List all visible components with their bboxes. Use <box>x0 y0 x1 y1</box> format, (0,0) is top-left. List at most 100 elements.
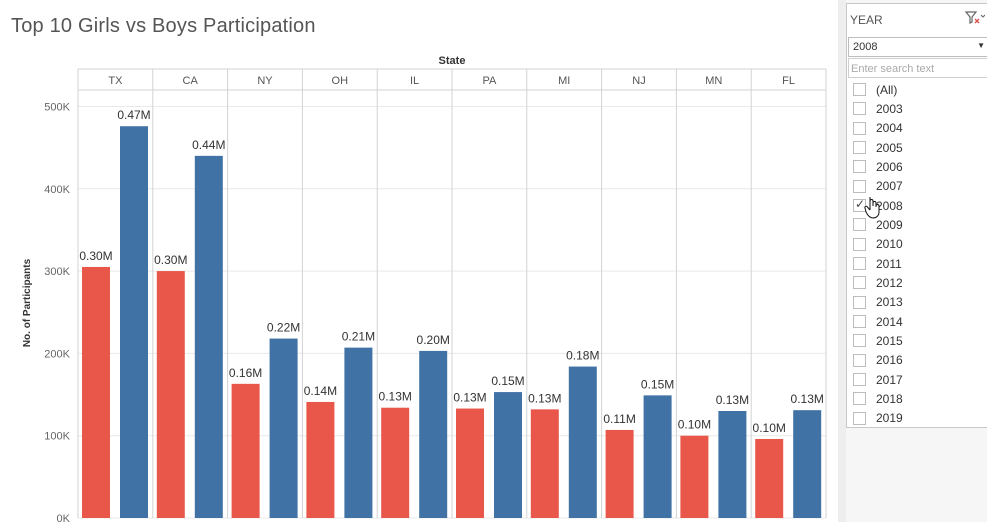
year-option[interactable]: 2018 <box>853 389 987 408</box>
mouse-cursor-icon <box>864 197 880 219</box>
y-tick-label: 500K <box>44 101 70 113</box>
data-label: 0.18M <box>566 349 599 363</box>
year-option[interactable]: 2009 <box>853 215 987 234</box>
year-option[interactable]: 2013 <box>853 293 987 312</box>
bar <box>344 347 373 518</box>
checkbox[interactable] <box>853 83 866 97</box>
year-option-label: 2005 <box>876 140 903 155</box>
checkbox[interactable] <box>853 315 866 329</box>
y-tick-label: 0K <box>57 513 71 522</box>
chevron-down-icon[interactable]: ▼ <box>977 41 985 50</box>
dropdown-value: 2008 <box>853 41 878 53</box>
data-label: 0.13M <box>791 392 824 406</box>
data-label: 0.15M <box>491 374 524 388</box>
year-option[interactable]: 2012 <box>853 273 987 292</box>
checkbox[interactable] <box>853 179 866 193</box>
year-option[interactable]: 2004 <box>853 119 987 138</box>
bar <box>643 395 672 518</box>
year-option-label: 2011 <box>876 256 902 271</box>
bar <box>530 409 559 518</box>
year-option-label: 2007 <box>876 179 903 194</box>
category-label: NJ <box>632 75 645 87</box>
data-label: 0.47M <box>117 108 150 122</box>
data-label: 0.21M <box>342 330 375 344</box>
checkbox[interactable] <box>853 373 866 387</box>
category-label: TX <box>108 75 123 87</box>
y-tick-label: 300K <box>44 266 70 278</box>
year-option-label: 2016 <box>876 353 903 368</box>
year-option[interactable]: 2014 <box>853 312 987 331</box>
filter-title: YEAR <box>850 13 883 27</box>
bar <box>494 392 522 518</box>
bar <box>680 435 709 518</box>
year-option-label: 2018 <box>876 391 903 406</box>
year-option[interactable]: 2011 <box>853 254 987 273</box>
checkbox[interactable] <box>853 197 866 213</box>
data-label: 0.13M <box>528 391 561 405</box>
year-option[interactable]: 2008 <box>853 196 987 215</box>
checkbox[interactable] <box>853 392 866 406</box>
column-header-label: State <box>439 55 466 67</box>
checkbox[interactable] <box>853 411 866 425</box>
year-option[interactable]: 2007 <box>853 177 987 196</box>
checkbox[interactable] <box>853 141 866 155</box>
chart-title: Top 10 Girls vs Boys Participation <box>11 15 316 37</box>
bar <box>755 438 784 518</box>
data-label: 0.11M <box>603 412 635 426</box>
bar <box>568 366 597 518</box>
data-label: 0.15M <box>641 377 674 391</box>
year-option[interactable]: 2005 <box>853 138 987 157</box>
data-label: 0.10M <box>678 418 711 432</box>
checkbox[interactable] <box>853 237 866 251</box>
category-label: MI <box>558 75 570 87</box>
search-input[interactable]: Enter search text <box>848 58 987 78</box>
year-option-label: 2013 <box>876 295 903 310</box>
year-option-label: 2009 <box>876 217 903 232</box>
category-label: CA <box>183 75 199 87</box>
checkbox[interactable] <box>853 121 866 135</box>
year-option[interactable]: 2016 <box>853 351 987 370</box>
checkbox[interactable] <box>853 160 866 174</box>
data-label: 0.13M <box>453 391 486 405</box>
data-label: 0.13M <box>379 390 412 404</box>
category-label: PA <box>482 75 497 87</box>
bar <box>156 271 185 518</box>
category-label: IL <box>410 75 419 87</box>
checkbox[interactable] <box>853 218 866 232</box>
clear-filter-icon[interactable] <box>965 10 985 26</box>
category-label: OH <box>332 75 349 87</box>
data-label: 0.44M <box>192 138 225 152</box>
year-option[interactable]: (All) <box>853 80 987 99</box>
bar <box>269 338 298 518</box>
year-dropdown[interactable]: 2008 ▼ <box>848 37 987 57</box>
y-axis-label: No. of Participants <box>22 258 33 347</box>
year-option[interactable]: 2017 <box>853 370 987 389</box>
data-label: 0.30M <box>154 253 187 267</box>
category-label: NY <box>257 75 273 87</box>
year-option-label: 2015 <box>876 333 903 348</box>
y-tick-label: 100K <box>44 431 70 443</box>
year-option[interactable]: 2010 <box>853 235 987 254</box>
data-label: 0.14M <box>304 384 337 398</box>
checkbox[interactable] <box>853 276 866 290</box>
bar <box>231 383 260 518</box>
bar <box>718 411 747 518</box>
bar <box>120 126 148 518</box>
checkbox[interactable] <box>853 334 866 348</box>
checkbox[interactable] <box>853 257 866 271</box>
data-label: 0.30M <box>79 249 112 263</box>
year-option[interactable]: 2019 <box>853 409 987 428</box>
data-label: 0.16M <box>229 366 262 380</box>
category-label: MN <box>705 75 722 87</box>
filter-header: YEAR <box>847 4 987 34</box>
checkbox[interactable] <box>853 353 866 367</box>
checkbox[interactable] <box>853 102 866 116</box>
data-label: 0.20M <box>417 333 450 347</box>
year-option-label: 2003 <box>876 101 903 116</box>
search-placeholder: Enter search text <box>851 63 935 75</box>
checkbox[interactable] <box>853 295 866 309</box>
year-option[interactable]: 2006 <box>853 157 987 176</box>
bar <box>194 155 223 518</box>
year-option[interactable]: 2003 <box>853 99 987 118</box>
year-option[interactable]: 2015 <box>853 331 987 350</box>
